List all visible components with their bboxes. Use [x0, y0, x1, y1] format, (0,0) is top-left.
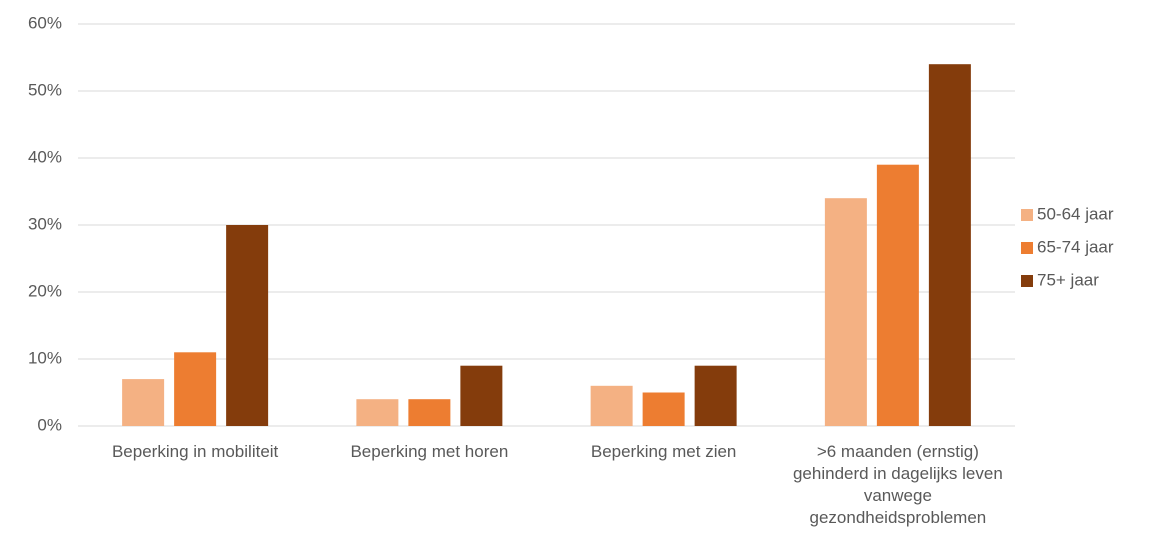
y-tick-label: 0% — [37, 415, 62, 434]
y-tick-label: 60% — [28, 13, 62, 32]
legend-swatch — [1021, 275, 1033, 287]
bar — [824, 198, 867, 426]
bar — [408, 399, 451, 426]
legend-label: 65-74 jaar — [1037, 237, 1114, 256]
bar — [694, 365, 737, 426]
legend-swatch — [1021, 209, 1033, 221]
bar — [590, 385, 633, 426]
x-tick-label: Beperking met zien — [590, 442, 737, 461]
y-tick-label: 50% — [28, 80, 62, 99]
y-tick-label: 40% — [28, 147, 62, 166]
bar — [226, 225, 269, 426]
bar — [642, 392, 685, 426]
legend-label: 50-64 jaar — [1037, 204, 1114, 223]
y-tick-label: 10% — [28, 348, 62, 367]
bar — [460, 365, 503, 426]
y-tick-label: 30% — [28, 214, 62, 233]
legend-swatch — [1021, 242, 1033, 254]
x-tick-label: Beperking met horen — [350, 442, 509, 461]
x-tick-label: >6 maanden (ernstig) gehinderd in dageli… — [792, 442, 1003, 527]
bar — [122, 379, 165, 426]
x-tick-label: Beperking in mobiliteit — [111, 442, 279, 461]
bar — [356, 399, 399, 426]
bar — [174, 352, 217, 426]
y-tick-label: 20% — [28, 281, 62, 300]
legend-label: 75+ jaar — [1037, 270, 1099, 289]
bar — [928, 64, 971, 426]
bar — [876, 164, 919, 426]
